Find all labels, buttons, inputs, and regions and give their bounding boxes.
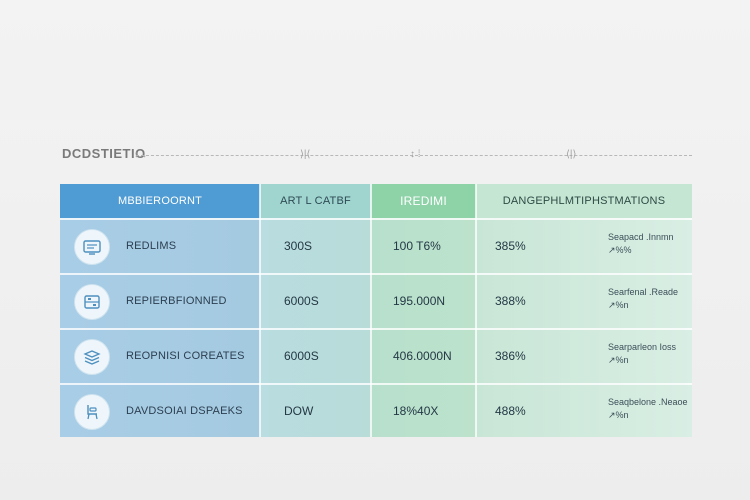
dashed-divider — [136, 155, 692, 156]
table-cell: 385% — [495, 239, 526, 253]
column-divider — [475, 184, 477, 437]
comparison-table: MBBIEROORNT ART L CATBF IREDIMI DANGEPHL… — [60, 184, 692, 437]
section-header: DCDSTIETIO ↓ ↓ ⟩|⟨ ↕ ⁞ ⟨|⟩ — [62, 144, 692, 166]
section-title: DCDSTIETIO — [62, 146, 146, 161]
row-label: REOPNISI COREATES — [126, 350, 245, 362]
column-header: MBBIEROORNT — [60, 184, 260, 218]
note-line: Searfenal .Reade — [608, 287, 679, 297]
note-line: ↗%% — [608, 245, 632, 255]
column-divider — [370, 184, 372, 437]
row-label: REDLIMS — [126, 240, 177, 252]
table-cell: 300S — [284, 239, 313, 253]
note-line: Seapacd .Innmn — [608, 232, 674, 242]
note-line: Seaqbelone .Neaoe — [608, 397, 688, 407]
table-row: DAVDSOIAI DSPAEKS DOW 18%40X 488% Seaqbe… — [60, 384, 692, 438]
row-divider — [60, 383, 692, 385]
row-label: DAVDSOIAI DSPAEKS — [126, 405, 243, 417]
table-cell: 195.000N — [393, 294, 446, 308]
column-divider — [259, 184, 261, 437]
table-row: REPIERBFIONNED 6000S 195.000N 388% Searf… — [60, 274, 692, 328]
row-note: Seapacd .Innmn ↗%% — [608, 231, 674, 257]
table-cell: 6000S — [284, 349, 319, 363]
note-line: Searparleon Ioss — [608, 342, 677, 352]
table-row: REOPNISI COREATES 6000S 406.0000N 386% S… — [60, 329, 692, 383]
row-note: Seaqbelone .Neaoe ↗%n — [608, 396, 688, 422]
tick-mark: ⟨|⟩ — [566, 149, 577, 160]
table-cell: 18%40X — [393, 404, 439, 418]
column-bg — [260, 184, 371, 437]
note-line: ↗%n — [608, 300, 629, 310]
row-label: REPIERBFIONNED — [126, 295, 227, 307]
table-cell: 488% — [495, 404, 526, 418]
column-bg — [476, 184, 692, 437]
table-cell: 6000S — [284, 294, 319, 308]
row-note: Searfenal .Reade ↗%n — [608, 286, 678, 312]
tick-mark: ↓ ↓ — [134, 149, 147, 160]
row-note: Searparleon Ioss ↗%n — [608, 341, 676, 367]
column-header: IREDIMI — [371, 184, 476, 218]
table-cell: 388% — [495, 294, 526, 308]
chair-icon — [74, 394, 110, 430]
tick-mark: ⟩|⟨ — [300, 149, 311, 160]
tick-mark: ↕ ⁞ — [410, 149, 421, 160]
cabinet-icon — [74, 284, 110, 320]
row-divider — [60, 328, 692, 330]
note-line: ↗%n — [608, 355, 629, 365]
screen-icon — [74, 229, 110, 265]
table-cell: 100 T6% — [393, 239, 441, 253]
layers-icon — [74, 339, 110, 375]
row-divider — [60, 218, 692, 220]
table-row: REDLIMS 300S 100 T6% 385% Seapacd .Innmn… — [60, 219, 692, 273]
table-cell: 406.0000N — [393, 349, 452, 363]
note-line: ↗%n — [608, 410, 629, 420]
column-header: ART L CATBF — [260, 184, 371, 218]
column-header: DANGEPHLMTIPHSTMATIONS — [476, 184, 692, 218]
table-cell: 386% — [495, 349, 526, 363]
row-divider — [60, 273, 692, 275]
column-bg — [371, 184, 476, 437]
table-cell: DOW — [284, 404, 314, 418]
